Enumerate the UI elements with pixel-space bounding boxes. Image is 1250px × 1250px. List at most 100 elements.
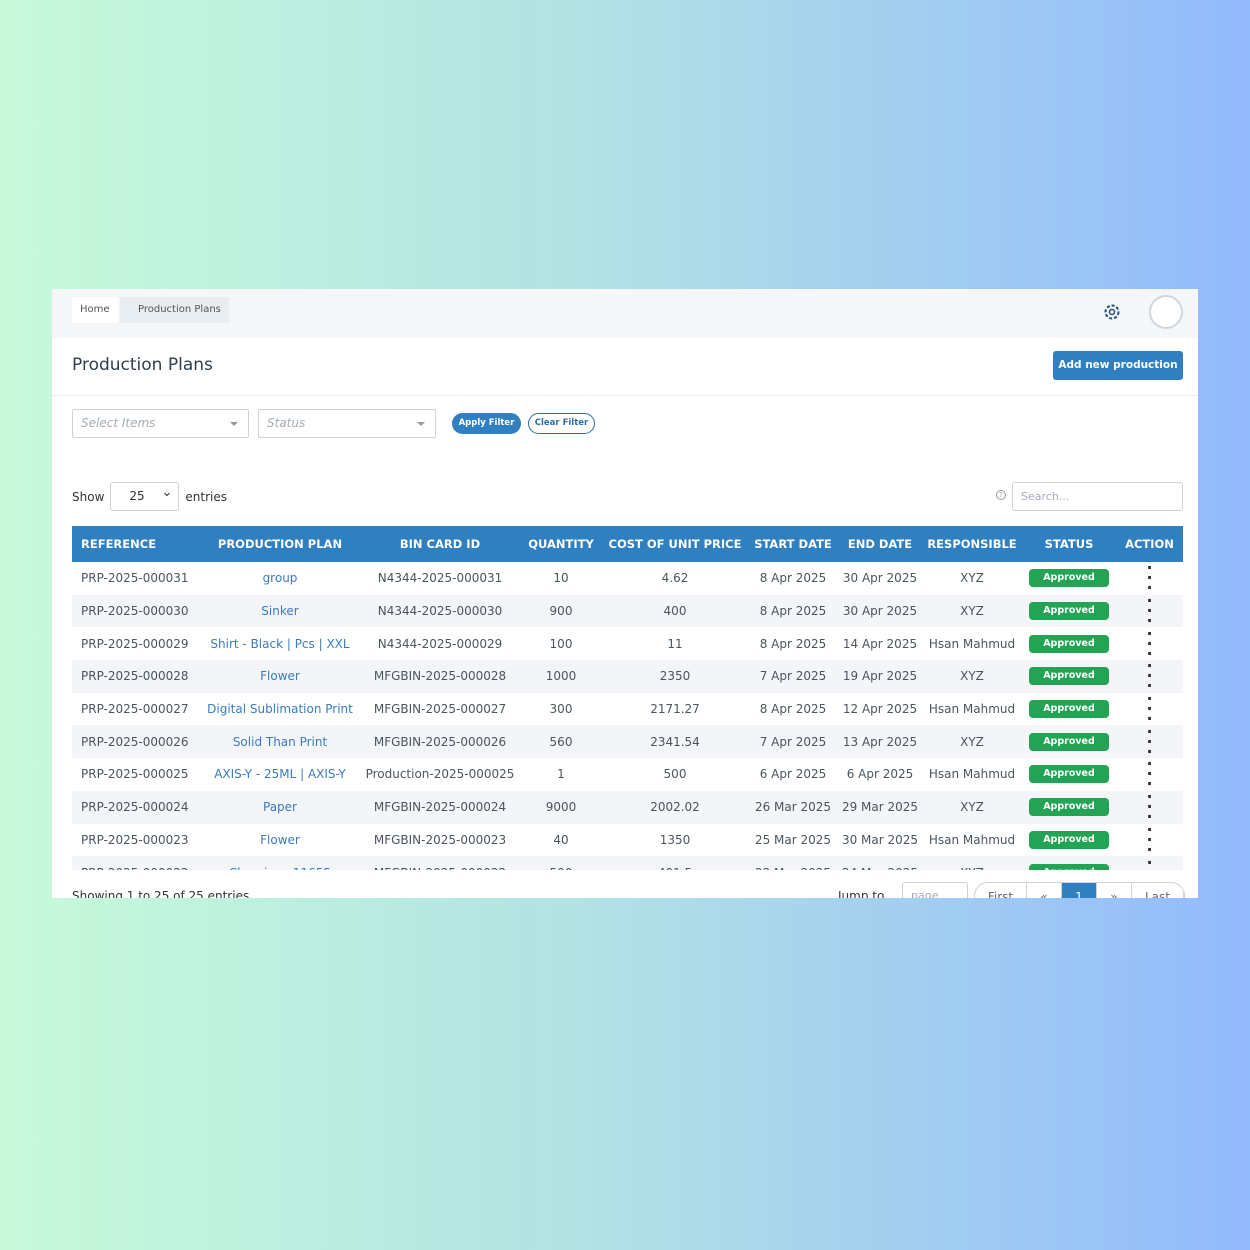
table-cell: 11	[667, 636, 683, 651]
column-header: START DATE	[748, 526, 838, 562]
table-cell[interactable]: Flower	[260, 832, 300, 847]
table-cell: 6 Apr 2025	[846, 767, 914, 782]
table-row: PRP-2025-000028 Flower MFGBIN-2025-000028 1…	[72, 660, 1183, 693]
table-cell: XYZ	[922, 594, 1022, 628]
table-cell: MFGBIN-2025-000026	[360, 725, 520, 759]
status-badge: Approved	[1029, 634, 1109, 653]
status-cell: Approved	[1022, 660, 1116, 693]
table-cell: MFGBIN-2025-000027	[373, 702, 507, 717]
page-button[interactable]: Last	[1132, 883, 1184, 898]
length-select[interactable]: 25	[110, 479, 180, 511]
jump-input[interactable]: page	[902, 882, 968, 898]
search-input[interactable]: Search...	[1012, 482, 1183, 511]
status-badge: Approved	[1029, 830, 1109, 849]
action-menu[interactable]: ···	[1146, 692, 1153, 726]
table-cell: PRP-2025-000029	[81, 636, 189, 651]
table-cell: 8 Apr 2025	[748, 594, 838, 628]
table-cell[interactable]: group	[262, 571, 298, 586]
table-cell: 560	[520, 725, 602, 759]
table-cell: 29 Mar 2025	[838, 790, 922, 824]
table-cell: XYZ	[960, 571, 984, 586]
action-menu[interactable]: ···	[1146, 660, 1153, 693]
action-menu[interactable]: ···	[1146, 562, 1153, 595]
table-cell[interactable]: Chemise - 11655	[200, 856, 360, 870]
status-select[interactable]: Status	[258, 409, 436, 438]
table-row: PRP-2025-000031 group N4344-2025-000031 10 4…	[72, 562, 1183, 595]
status-cell: Approved	[1022, 856, 1116, 870]
table-cell: PRP-2025-000022	[72, 856, 200, 870]
avatar[interactable]	[1149, 295, 1183, 329]
items-select[interactable]: Select Items	[72, 409, 249, 438]
jump-label: Jump to	[838, 889, 885, 898]
page-button[interactable]: »	[1097, 883, 1132, 898]
table-cell: 2171.27	[650, 702, 700, 717]
settings-icon[interactable]	[1102, 302, 1122, 322]
action-menu[interactable]: ···	[1146, 594, 1153, 628]
column-header: REFERENCE	[72, 526, 200, 562]
page-button[interactable]: First	[975, 883, 1027, 898]
status-cell: Approved	[1022, 693, 1116, 726]
action-cell: ···	[1116, 627, 1183, 660]
table-cell: 7 Apr 2025	[748, 660, 838, 693]
breadcrumb-link[interactable]: Home	[72, 297, 118, 323]
table-cell: N4344-2025-000031	[377, 571, 503, 586]
table-cell: 900	[520, 594, 602, 628]
show-label: Show	[72, 489, 105, 504]
table-cell: N4344-2025-000029	[377, 636, 503, 651]
action-menu[interactable]: ···	[1146, 725, 1153, 759]
table-cell[interactable]: Digital Sublimation Print	[207, 702, 353, 717]
apply-filter[interactable]: Apply Filter	[452, 413, 521, 434]
table: REFERENCE PRODUCTION PLAN BIN CARD ID QUANT…	[72, 526, 1183, 870]
table-cell: 7 Apr 2025	[748, 725, 838, 759]
action-cell: ···	[1116, 856, 1183, 870]
status-cell: Approved	[1022, 790, 1116, 824]
entries-label: entries	[185, 489, 227, 504]
table-cell: PRP-2025-000023	[81, 832, 189, 847]
table-cell[interactable]: Shirt - Black | Pcs | XXL	[210, 636, 350, 651]
table-cell[interactable]: AXIS-Y - 25ML | AXIS-Y	[214, 767, 346, 782]
table-cell: 30 Apr 2025	[838, 594, 922, 628]
table-cell: PRP-2025-000026	[72, 725, 200, 759]
table-cell[interactable]: Paper	[200, 790, 360, 824]
table-cell: 8 Apr 2025	[759, 571, 827, 586]
table-cell: 13 Apr 2025	[838, 725, 922, 759]
table-row: PRP-2025-000022Chemise - 11655MFGBIN-202…	[72, 856, 1183, 870]
status-badge: Approved	[1029, 863, 1109, 870]
table-cell: Production-2025-000025	[365, 767, 515, 782]
page-button[interactable]: «	[1027, 883, 1062, 898]
action-menu[interactable]: ···	[1146, 823, 1153, 857]
separator	[52, 395, 1198, 396]
table-cell: 12 Apr 2025	[842, 702, 918, 717]
status-badge: Approved	[1029, 765, 1109, 784]
action-cell: ···	[1116, 758, 1183, 791]
column-header: COST OF UNIT PRICE	[602, 526, 748, 562]
status-badge: Approved	[1029, 732, 1109, 751]
table-body: PRP-2025-000031 group N4344-2025-000031 10 4…	[72, 562, 1183, 870]
table-cell: 6 Apr 2025	[759, 767, 827, 782]
pagination: First «1» Last	[974, 882, 1185, 898]
help-icon[interactable]: ?	[996, 490, 1006, 500]
table-cell: 14 Apr 2025	[842, 636, 918, 651]
table-cell: 401.5	[602, 856, 748, 870]
column-header: STATUS	[1022, 526, 1116, 562]
status-cell: Approved	[1022, 594, 1116, 628]
column-header: END DATE	[838, 526, 922, 562]
table-cell: 1	[557, 767, 565, 782]
table-cell[interactable]: Sinker	[200, 594, 360, 628]
table-cell: 30 Mar 2025	[841, 832, 919, 847]
action-menu[interactable]: ···	[1146, 627, 1153, 661]
status-badge: Approved	[1029, 700, 1109, 719]
table-cell: 22 Mar 2025	[748, 856, 838, 870]
add-button[interactable]: Add new production	[1053, 351, 1183, 380]
table-cell[interactable]: Solid Than Print	[200, 725, 360, 759]
action-menu[interactable]: ···	[1146, 758, 1153, 791]
page-button[interactable]: 1	[1062, 883, 1097, 898]
table-cell[interactable]: Flower	[200, 660, 360, 693]
action-menu[interactable]: ···	[1146, 790, 1153, 824]
action-menu[interactable]: ···	[1146, 856, 1153, 870]
table-cell: MFGBIN-2025-000028	[360, 660, 520, 693]
column-header: PRODUCTION PLAN	[200, 526, 360, 562]
table-cell: Hsan Mahmud	[928, 767, 1016, 782]
clear-filter[interactable]: Clear Filter	[528, 413, 595, 434]
action-cell: ···	[1116, 594, 1183, 628]
